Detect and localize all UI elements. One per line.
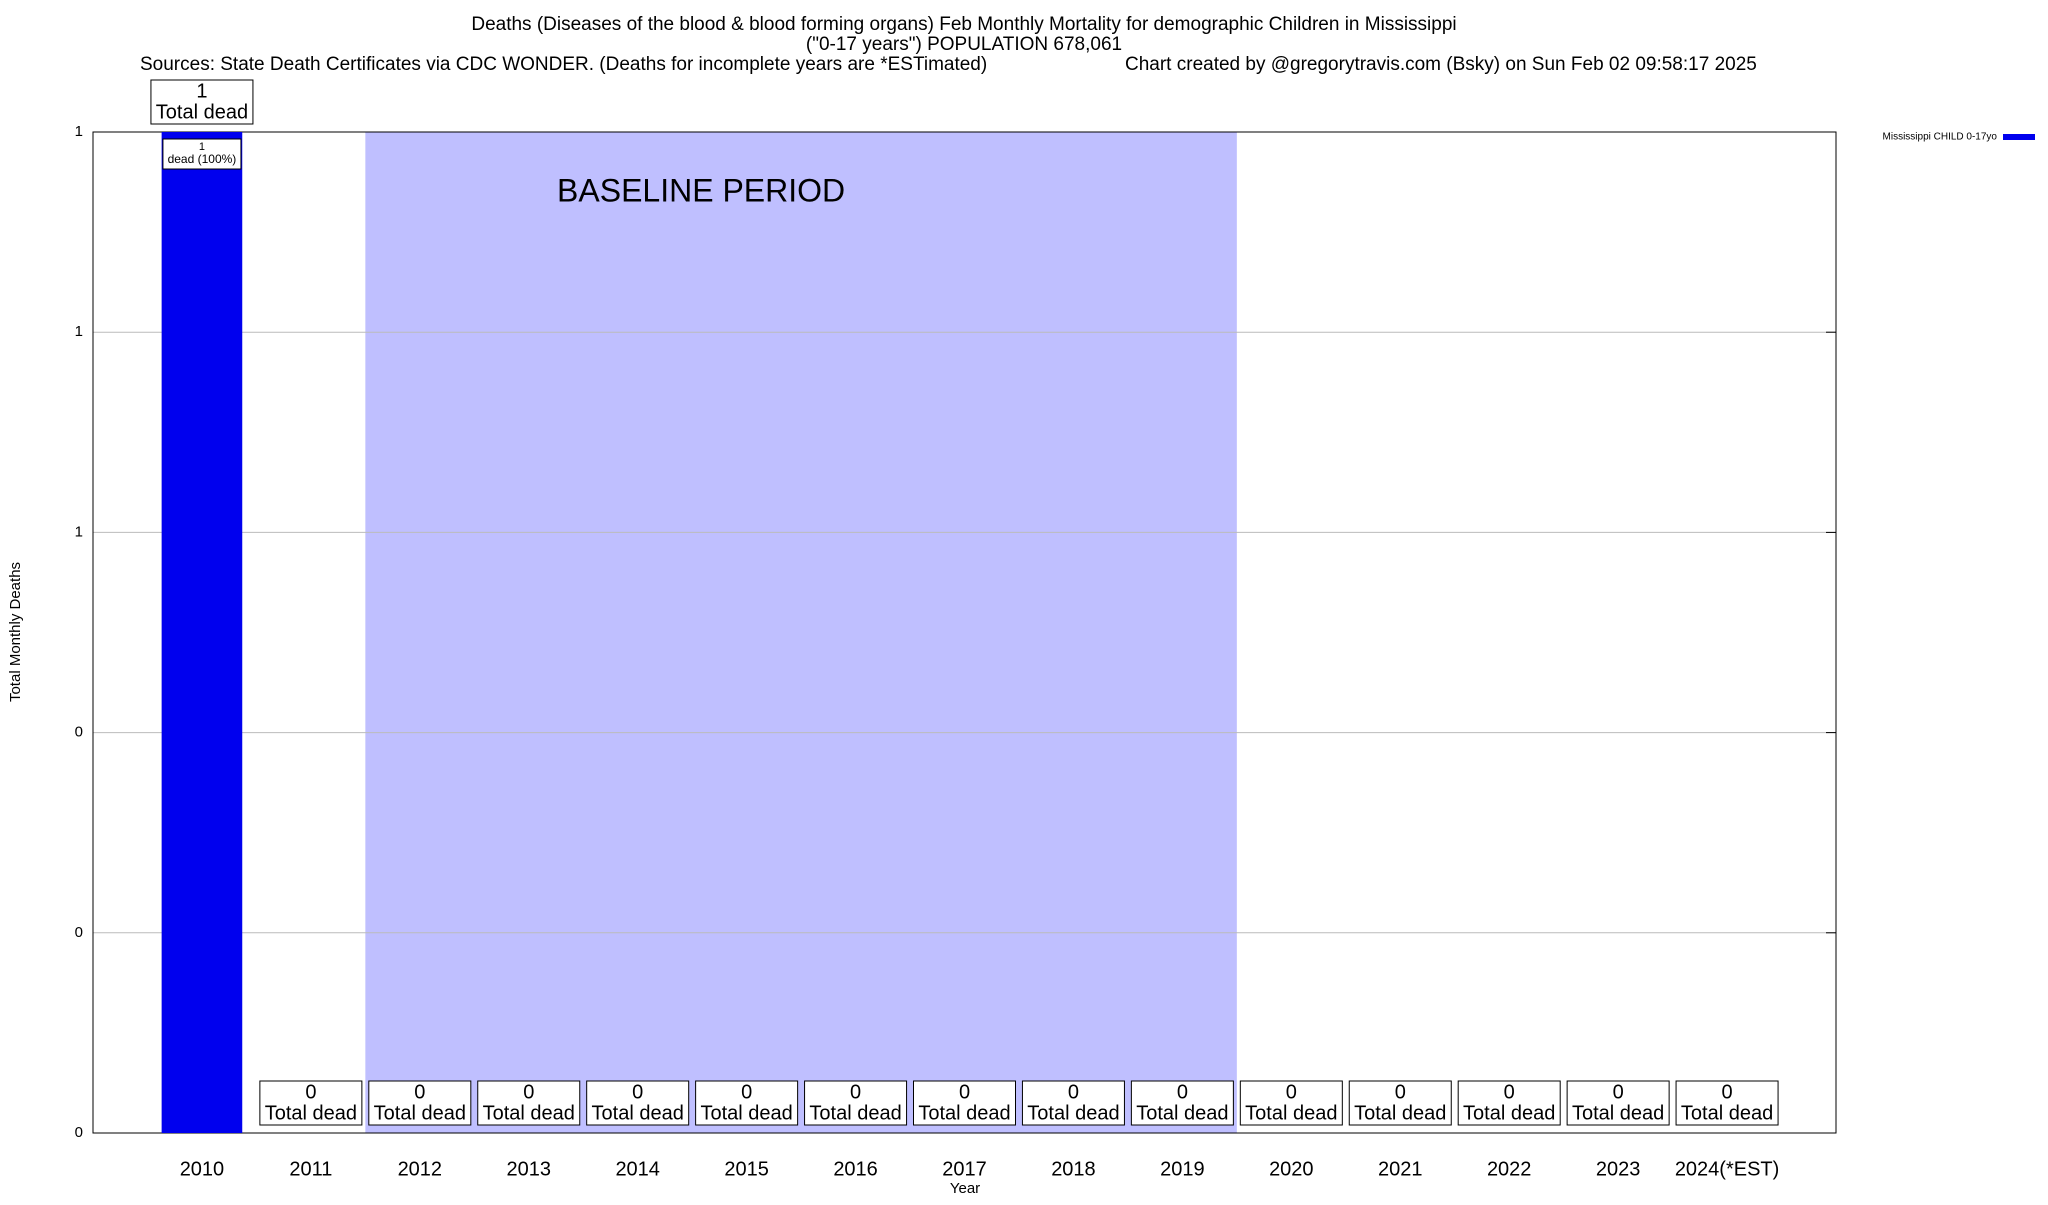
- value-label-caption: Total dead: [374, 1102, 466, 1124]
- value-label: 0: [632, 1081, 643, 1103]
- y-tick-label: 0: [75, 1124, 83, 1141]
- x-tick-label: 2011: [289, 1158, 332, 1180]
- x-tick-label: 2024(*EST): [1675, 1158, 1780, 1180]
- value-label-caption: Total dead: [592, 1102, 684, 1124]
- value-label-caption: Total dead: [1681, 1102, 1773, 1124]
- value-label-caption: Total dead: [1463, 1102, 1555, 1124]
- chart-title: Deaths (Diseases of the blood & blood fo…: [471, 14, 1456, 35]
- legend-swatch: [2003, 134, 2035, 140]
- value-label-box: [477, 1080, 581, 1126]
- value-label-caption: Total dead: [156, 101, 248, 123]
- value-label: 0: [1613, 1081, 1624, 1103]
- value-label-box: [695, 1080, 799, 1126]
- value-label-caption: Total dead: [700, 1102, 792, 1124]
- value-label: 0: [1504, 1081, 1515, 1103]
- x-tick-label: 2022: [1487, 1158, 1532, 1180]
- value-label: 0: [1068, 1081, 1079, 1103]
- value-label-box: [1130, 1080, 1234, 1126]
- x-tick-label: 2018: [1051, 1158, 1096, 1180]
- value-label-box: [1348, 1080, 1452, 1126]
- bar: [161, 132, 243, 1133]
- value-label-box: [1675, 1080, 1779, 1126]
- x-tick-label: 2012: [398, 1158, 443, 1180]
- x-axis-label: Year: [950, 1180, 980, 1197]
- x-tick-label: 2017: [942, 1158, 987, 1180]
- value-label: 0: [741, 1081, 752, 1103]
- segment-label-box: [162, 138, 242, 170]
- y-tick-label: 0: [75, 724, 83, 741]
- x-tick-label: 2014: [615, 1158, 660, 1180]
- x-tick-label: 2016: [833, 1158, 878, 1180]
- value-label: 0: [1286, 1081, 1297, 1103]
- value-label: 1: [196, 80, 207, 102]
- x-tick-label: 2010: [180, 1158, 225, 1180]
- x-tick-label: 2015: [724, 1158, 769, 1180]
- value-label-caption: Total dead: [265, 1102, 357, 1124]
- value-label-box: [1239, 1080, 1343, 1126]
- value-label: 0: [414, 1081, 425, 1103]
- value-label-box: [586, 1080, 690, 1126]
- value-label-box: [1457, 1080, 1561, 1126]
- segment-label: dead (100%): [168, 152, 237, 166]
- value-label-caption: Total dead: [918, 1102, 1010, 1124]
- chart-source: Sources: State Death Certificates via CD…: [140, 54, 987, 75]
- value-label: 0: [959, 1081, 970, 1103]
- y-axis-label: Total Monthly Deaths: [7, 562, 24, 702]
- value-label-caption: Total dead: [1245, 1102, 1337, 1124]
- value-label: 0: [1722, 1081, 1733, 1103]
- chart-credit: Chart created by @gregorytravis.com (Bsk…: [1125, 54, 1757, 75]
- value-label-caption: Total dead: [1354, 1102, 1446, 1124]
- y-tick-label: 1: [75, 123, 83, 140]
- value-label: 0: [1177, 1081, 1188, 1103]
- value-label-box: [913, 1080, 1016, 1126]
- y-tick-label: 1: [75, 323, 83, 340]
- legend-label: Mississippi CHILD 0-17yo: [1883, 132, 1998, 143]
- chart-subtitle: ("0-17 years") POPULATION 678,061: [806, 34, 1122, 55]
- baseline-region: [365, 132, 1237, 1133]
- value-label-caption: Total dead: [1027, 1102, 1119, 1124]
- x-tick-label: 2019: [1160, 1158, 1205, 1180]
- value-label-caption: Total dead: [1572, 1102, 1664, 1124]
- segment-label-value: 1: [199, 141, 205, 153]
- value-label: 0: [850, 1081, 861, 1103]
- value-label-box: [259, 1080, 363, 1126]
- value-label-caption: Total dead: [483, 1102, 575, 1124]
- x-tick-label: 2013: [507, 1158, 552, 1180]
- value-label-caption: Total dead: [809, 1102, 901, 1124]
- x-tick-label: 2023: [1596, 1158, 1641, 1180]
- y-tick-label: 0: [75, 924, 83, 941]
- value-label-box: [368, 1080, 472, 1126]
- x-tick-label: 2021: [1378, 1158, 1423, 1180]
- y-tick-label: 1: [75, 523, 83, 540]
- value-label-box: [1021, 1080, 1125, 1126]
- plot-frame: [92, 131, 1837, 1134]
- value-label-caption: Total dead: [1136, 1102, 1228, 1124]
- x-tick-label: 2020: [1269, 1158, 1314, 1180]
- value-label: 0: [523, 1081, 534, 1103]
- value-label-box: [804, 1080, 908, 1126]
- value-label-box: [1566, 1080, 1670, 1126]
- value-label-box: [150, 79, 254, 125]
- baseline-label: BASELINE PERIOD: [557, 172, 845, 208]
- value-label: 0: [1395, 1081, 1406, 1103]
- value-label: 0: [305, 1081, 316, 1103]
